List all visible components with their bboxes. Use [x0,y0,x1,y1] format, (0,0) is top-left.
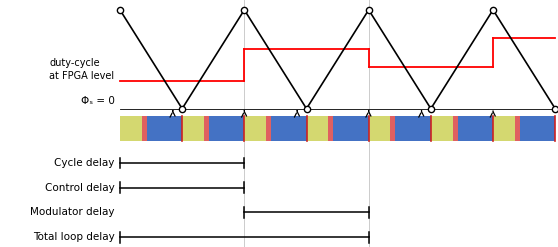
Text: PWM carrier: PWM carrier [157,0,220,2]
Bar [271,116,306,141]
Text: Φₛ = 0: Φₛ = 0 [80,96,114,106]
Bar [396,116,431,141]
Bar [431,116,453,141]
Bar [493,116,515,141]
Bar [369,116,391,141]
Bar [209,116,244,141]
Bar [458,116,493,141]
Bar [333,116,369,141]
Text: Modulator delay: Modulator delay [30,207,114,217]
Bar [147,116,182,141]
Bar [306,116,328,141]
Bar [244,116,266,141]
Text: Total loop delay: Total loop delay [32,232,114,242]
Text: duty-cycle
at FPGA level: duty-cycle at FPGA level [49,58,114,81]
Bar [266,116,271,141]
Bar [519,116,555,141]
Bar [142,116,147,141]
Text: Cycle delay: Cycle delay [54,158,114,168]
Text: Control delay: Control delay [45,183,114,193]
Bar [328,116,333,141]
Bar [515,116,519,141]
Bar [120,116,142,141]
Bar [391,116,396,141]
Bar [204,116,209,141]
Bar [453,116,458,141]
Bar [182,116,204,141]
